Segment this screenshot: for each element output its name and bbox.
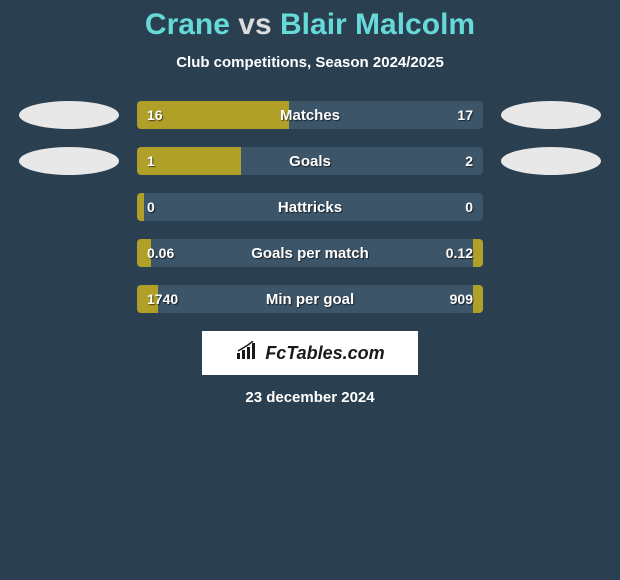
stat-row: 1740Min per goal909 — [0, 285, 620, 313]
player2-badge — [501, 101, 601, 129]
subtitle: Club competitions, Season 2024/2025 — [0, 54, 620, 71]
stat-bar: 0.06Goals per match0.12 — [137, 239, 483, 267]
stat-bar: 1740Min per goal909 — [137, 285, 483, 313]
stat-value-right: 0.12 — [446, 239, 473, 267]
stat-value-right: 0 — [465, 193, 473, 221]
stat-bar: 1Goals2 — [137, 147, 483, 175]
comparison-infographic: Crane vs Blair Malcolm Club competitions… — [0, 0, 620, 406]
stat-bar: 16Matches17 — [137, 101, 483, 129]
stat-row: 16Matches17 — [0, 101, 620, 129]
player1-badge — [19, 147, 119, 175]
stat-bar: 0Hattricks0 — [137, 193, 483, 221]
stat-label: Min per goal — [137, 285, 483, 313]
stat-label: Goals per match — [137, 239, 483, 267]
chart-icon — [235, 341, 259, 366]
page-title: Crane vs Blair Malcolm — [0, 8, 620, 42]
player2-badge — [501, 147, 601, 175]
stat-label: Goals — [137, 147, 483, 175]
stat-label: Matches — [137, 101, 483, 129]
stat-value-right: 909 — [450, 285, 473, 313]
stat-label: Hattricks — [137, 193, 483, 221]
stat-rows: 16Matches17 1Goals2 0Hattricks0 0.06Goals p… — [0, 101, 620, 313]
brand-text: FcTables.com — [265, 343, 384, 364]
stat-value-right: 17 — [457, 101, 473, 129]
brand-box: FcTables.com — [202, 331, 418, 375]
vs-text: vs — [238, 8, 271, 41]
stat-row: 1Goals2 — [0, 147, 620, 175]
stat-row: 0.06Goals per match0.12 — [0, 239, 620, 267]
player1-name: Crane — [145, 8, 230, 41]
stat-row: 0Hattricks0 — [0, 193, 620, 221]
player1-badge — [19, 101, 119, 129]
player2-name: Blair Malcolm — [280, 8, 475, 41]
date-text: 23 december 2024 — [0, 389, 620, 406]
stat-value-right: 2 — [465, 147, 473, 175]
